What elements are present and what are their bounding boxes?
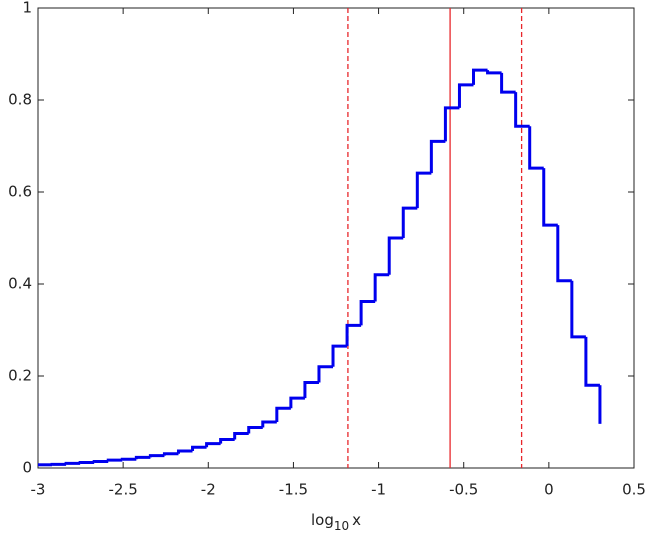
histogram-step bbox=[486, 70, 502, 75]
histogram-step bbox=[176, 449, 193, 454]
histogram-step bbox=[514, 92, 530, 128]
histogram-step bbox=[219, 437, 235, 444]
histogram-step bbox=[205, 442, 221, 448]
histogram-step bbox=[401, 206, 418, 238]
histogram-step bbox=[387, 236, 404, 275]
plot-frame bbox=[37, 7, 635, 469]
x-label-log: log bbox=[311, 511, 334, 529]
histogram-step bbox=[345, 323, 362, 347]
histogram-step bbox=[106, 458, 123, 462]
x-tick-label: -3 bbox=[31, 481, 46, 499]
histogram-step bbox=[528, 126, 544, 170]
x-label-var: x bbox=[352, 511, 361, 529]
histogram-step bbox=[78, 460, 95, 464]
y-tick-label: 0.8 bbox=[8, 91, 32, 109]
x-tick-label: -1 bbox=[371, 481, 386, 499]
histogram-step bbox=[584, 336, 600, 387]
histogram-step bbox=[64, 461, 81, 465]
x-tick-label: 0 bbox=[544, 481, 554, 499]
x-tick-label: -2.5 bbox=[109, 481, 138, 499]
histogram-step bbox=[359, 299, 376, 326]
histogram-step bbox=[275, 406, 291, 422]
histogram-step bbox=[289, 396, 305, 409]
histogram-step bbox=[148, 454, 165, 458]
histogram-step bbox=[92, 460, 109, 464]
histogram-step bbox=[457, 83, 474, 108]
histogram-step bbox=[120, 457, 137, 461]
histogram-step bbox=[261, 420, 277, 428]
y-tick-label: 1 bbox=[22, 0, 32, 17]
y-tick-label: 0 bbox=[22, 459, 32, 477]
histogram-step bbox=[331, 344, 348, 367]
x-axis-label: log10 x bbox=[311, 511, 361, 533]
histogram-step bbox=[191, 445, 207, 451]
y-tick-label: 0.4 bbox=[8, 275, 32, 293]
histogram-step bbox=[443, 106, 460, 142]
x-tick-label: -0.5 bbox=[449, 481, 478, 499]
histogram-step bbox=[162, 452, 179, 456]
histogram-step bbox=[303, 380, 319, 399]
histogram-step bbox=[570, 280, 586, 339]
x-tick-label: -1.5 bbox=[279, 481, 308, 499]
x-tick-label: -2 bbox=[201, 481, 216, 499]
histogram-step bbox=[247, 426, 263, 434]
histogram-step bbox=[233, 432, 249, 440]
y-tick-label: 0.2 bbox=[8, 367, 32, 385]
histogram-step bbox=[542, 168, 558, 227]
histogram-step bbox=[415, 171, 432, 209]
histogram-step bbox=[472, 68, 488, 85]
histogram-step bbox=[556, 225, 572, 283]
x-tick-label: 0.5 bbox=[622, 481, 646, 499]
histogram-step bbox=[500, 72, 516, 94]
histogram-step bbox=[429, 139, 446, 174]
y-tick-label: 0.6 bbox=[8, 183, 32, 201]
histogram-step bbox=[373, 273, 390, 302]
x-label-subscript: 10 bbox=[334, 519, 349, 533]
histogram-step bbox=[317, 365, 334, 383]
histogram-step bbox=[134, 455, 151, 460]
